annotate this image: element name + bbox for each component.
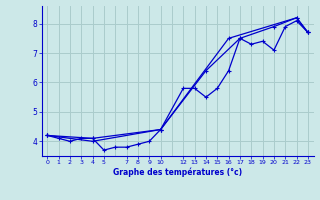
X-axis label: Graphe des températures (°c): Graphe des températures (°c) xyxy=(113,168,242,177)
